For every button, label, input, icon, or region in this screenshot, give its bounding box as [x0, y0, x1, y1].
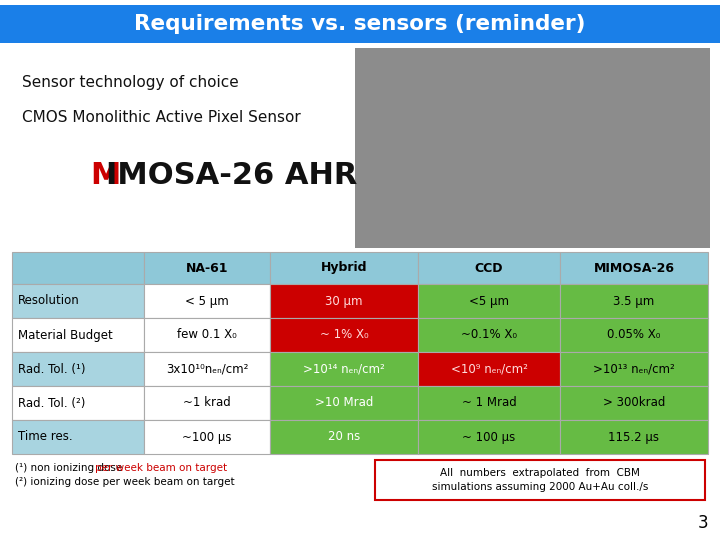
Text: IMOSA-26 AHR: IMOSA-26 AHR: [106, 160, 357, 190]
Text: 20 ns: 20 ns: [328, 430, 360, 443]
Text: ~0.1% X₀: ~0.1% X₀: [461, 328, 517, 341]
FancyBboxPatch shape: [560, 252, 708, 284]
FancyBboxPatch shape: [12, 284, 144, 318]
Text: 3.5 μm: 3.5 μm: [613, 294, 654, 307]
Text: 3: 3: [698, 514, 708, 532]
Text: 0.05% X₀: 0.05% X₀: [607, 328, 661, 341]
FancyBboxPatch shape: [418, 284, 560, 318]
Text: Resolution: Resolution: [18, 294, 80, 307]
FancyBboxPatch shape: [418, 352, 560, 386]
Text: >10 Mrad: >10 Mrad: [315, 396, 373, 409]
Text: >10¹³ nₑₙ/cm²: >10¹³ nₑₙ/cm²: [593, 362, 675, 375]
FancyBboxPatch shape: [270, 420, 418, 454]
FancyBboxPatch shape: [270, 386, 418, 420]
FancyBboxPatch shape: [560, 386, 708, 420]
Text: < 5 μm: < 5 μm: [185, 294, 229, 307]
FancyBboxPatch shape: [418, 318, 560, 352]
Text: ~ 1 Mrad: ~ 1 Mrad: [462, 396, 516, 409]
FancyBboxPatch shape: [560, 420, 708, 454]
Text: >10¹⁴ nₑₙ/cm²: >10¹⁴ nₑₙ/cm²: [303, 362, 385, 375]
FancyBboxPatch shape: [12, 352, 144, 386]
Text: Hybrid: Hybrid: [320, 261, 367, 274]
Text: Rad. Tol. (²): Rad. Tol. (²): [18, 396, 86, 409]
FancyBboxPatch shape: [12, 252, 144, 284]
Text: (¹) non ionizing dose: (¹) non ionizing dose: [15, 463, 125, 473]
Text: CCD: CCD: [474, 261, 503, 274]
Text: Sensor technology of choice: Sensor technology of choice: [22, 75, 239, 90]
FancyBboxPatch shape: [144, 284, 270, 318]
FancyBboxPatch shape: [270, 252, 418, 284]
FancyBboxPatch shape: [418, 386, 560, 420]
FancyBboxPatch shape: [560, 318, 708, 352]
Text: NA-61: NA-61: [186, 261, 228, 274]
Text: Rad. Tol. (¹): Rad. Tol. (¹): [18, 362, 86, 375]
Text: All  numbers  extrapolated  from  CBM
simulations assuming 2000 Au+Au coll./s: All numbers extrapolated from CBM simula…: [432, 468, 648, 491]
Text: M: M: [90, 160, 120, 190]
Text: per week beam on target: per week beam on target: [94, 463, 227, 473]
Text: ~ 100 μs: ~ 100 μs: [462, 430, 516, 443]
FancyBboxPatch shape: [418, 252, 560, 284]
FancyBboxPatch shape: [12, 318, 144, 352]
Text: few 0.1 X₀: few 0.1 X₀: [177, 328, 237, 341]
FancyBboxPatch shape: [375, 460, 705, 500]
FancyBboxPatch shape: [270, 318, 418, 352]
FancyBboxPatch shape: [560, 284, 708, 318]
Text: Time res.: Time res.: [18, 430, 73, 443]
FancyBboxPatch shape: [144, 352, 270, 386]
Text: CMOS Monolithic Active Pixel Sensor: CMOS Monolithic Active Pixel Sensor: [22, 111, 301, 125]
Text: ~ 1% X₀: ~ 1% X₀: [320, 328, 369, 341]
FancyBboxPatch shape: [12, 386, 144, 420]
Text: 3x10¹⁰nₑₙ/cm²: 3x10¹⁰nₑₙ/cm²: [166, 362, 248, 375]
Text: 30 μm: 30 μm: [325, 294, 363, 307]
Text: (²) ionizing dose per week beam on target: (²) ionizing dose per week beam on targe…: [15, 477, 235, 487]
FancyBboxPatch shape: [418, 420, 560, 454]
Text: Material Budget: Material Budget: [18, 328, 113, 341]
Text: > 300krad: > 300krad: [603, 396, 665, 409]
Text: Requirements vs. sensors (reminder): Requirements vs. sensors (reminder): [134, 14, 586, 34]
FancyBboxPatch shape: [12, 420, 144, 454]
Text: ~100 μs: ~100 μs: [182, 430, 232, 443]
Text: <5 μm: <5 μm: [469, 294, 509, 307]
FancyBboxPatch shape: [144, 318, 270, 352]
FancyBboxPatch shape: [0, 5, 720, 43]
FancyBboxPatch shape: [560, 352, 708, 386]
Text: MIMOSA-26: MIMOSA-26: [593, 261, 675, 274]
FancyBboxPatch shape: [144, 252, 270, 284]
FancyBboxPatch shape: [144, 420, 270, 454]
FancyBboxPatch shape: [144, 386, 270, 420]
FancyBboxPatch shape: [270, 284, 418, 318]
Text: ~1 krad: ~1 krad: [183, 396, 231, 409]
Text: <10⁹ nₑₙ/cm²: <10⁹ nₑₙ/cm²: [451, 362, 528, 375]
FancyBboxPatch shape: [270, 352, 418, 386]
Text: 115.2 μs: 115.2 μs: [608, 430, 660, 443]
